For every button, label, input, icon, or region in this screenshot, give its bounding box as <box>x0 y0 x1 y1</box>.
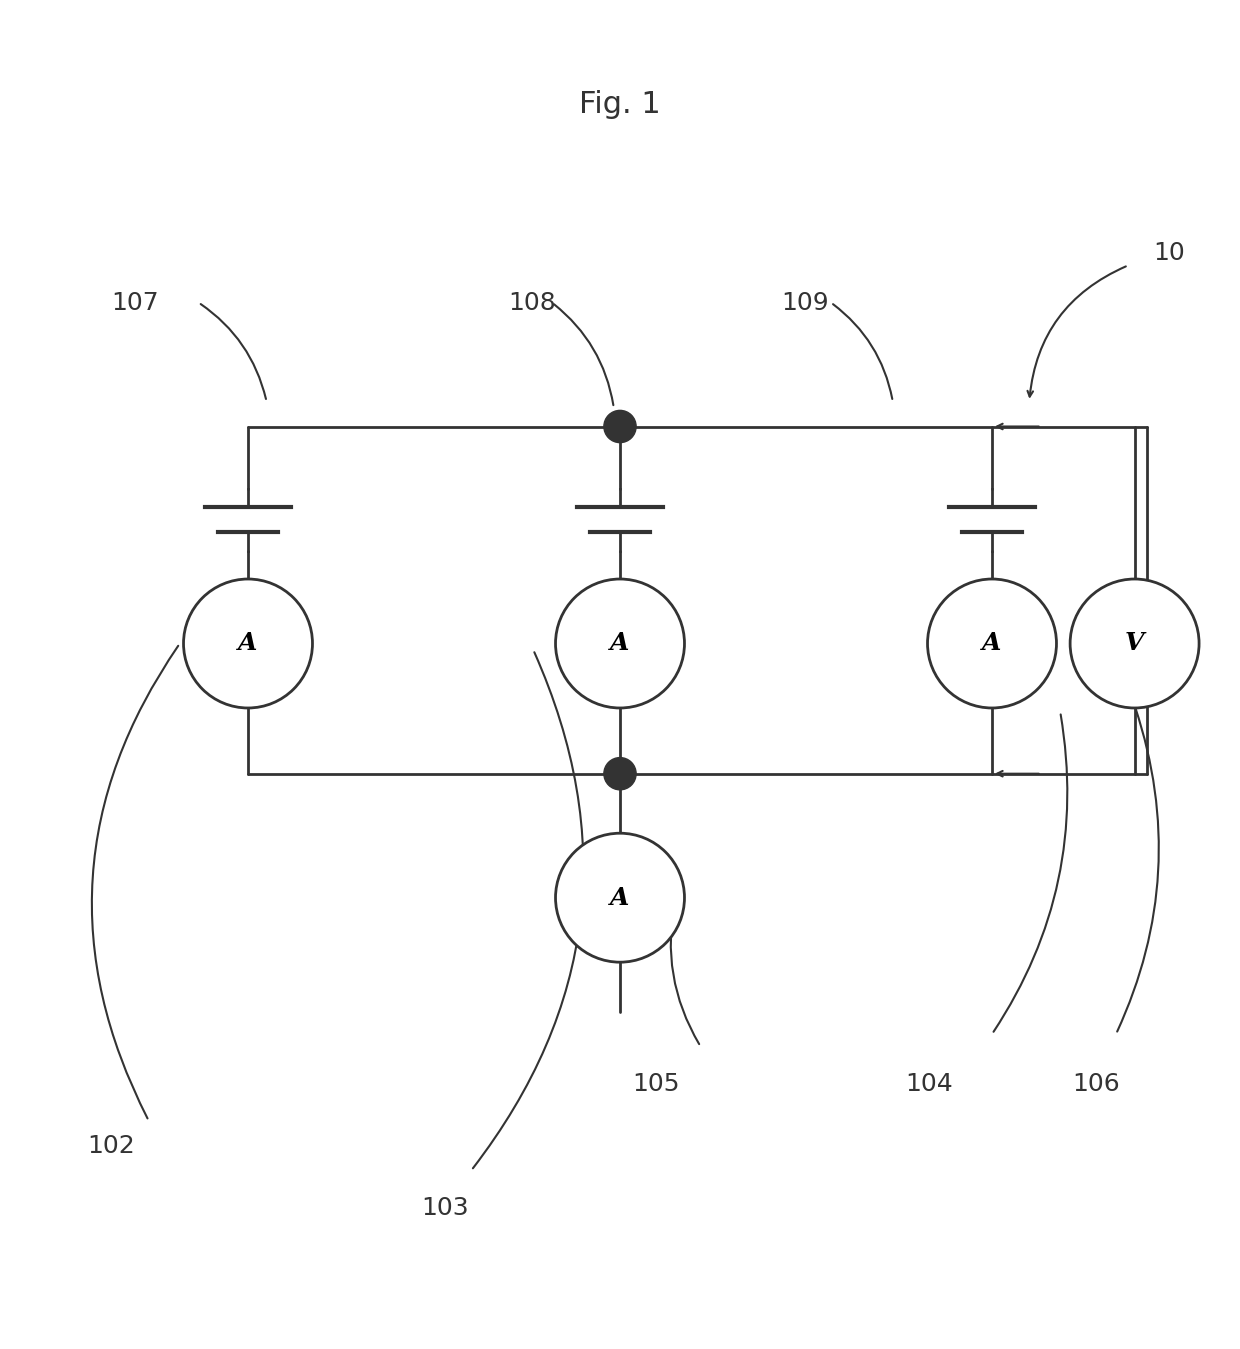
Circle shape <box>604 410 636 442</box>
Circle shape <box>1070 579 1199 708</box>
Text: 10: 10 <box>1153 241 1185 264</box>
Text: 109: 109 <box>781 290 828 314</box>
Text: 104: 104 <box>905 1071 954 1095</box>
Text: Fig. 1: Fig. 1 <box>579 89 661 119</box>
Text: 108: 108 <box>508 290 557 314</box>
Text: A: A <box>982 631 1002 656</box>
Text: V: V <box>1125 631 1145 656</box>
Text: 107: 107 <box>112 290 159 314</box>
Circle shape <box>184 579 312 708</box>
Circle shape <box>556 834 684 962</box>
Text: 102: 102 <box>87 1133 135 1157</box>
Text: 105: 105 <box>632 1071 680 1095</box>
Circle shape <box>604 758 636 789</box>
Text: A: A <box>610 631 630 656</box>
Text: 106: 106 <box>1073 1071 1121 1095</box>
Circle shape <box>928 579 1056 708</box>
Text: 103: 103 <box>422 1195 469 1219</box>
Text: A: A <box>610 886 630 909</box>
Text: A: A <box>238 631 258 656</box>
Circle shape <box>556 579 684 708</box>
